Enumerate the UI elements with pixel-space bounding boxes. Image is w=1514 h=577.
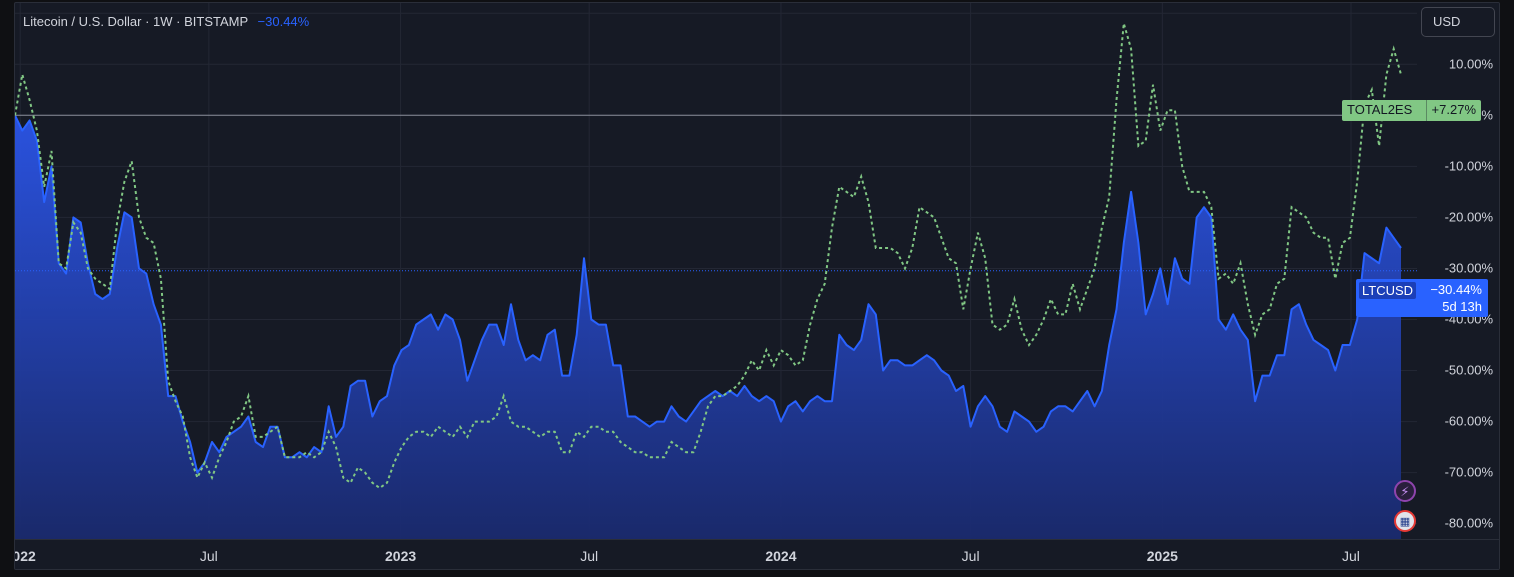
x-tick-label: 2024	[765, 548, 796, 564]
ltc-price-label: LTCUSD −30.44% 5d 13h	[1356, 279, 1488, 317]
y-tick-label: -50.00%	[1445, 363, 1494, 378]
ltc-area-fill	[15, 115, 1401, 540]
percent-change: −30.44%	[257, 14, 310, 29]
ltc-value: −30.44%	[1430, 282, 1482, 297]
x-tick-label: Jul	[1342, 548, 1360, 564]
chart-header: Litecoin / U.S. Dollar · 1W · BITSTAMP −…	[23, 14, 309, 29]
chart-frame: 20.00%10.00%0.00%-10.00%-20.00%-30.00%-4…	[14, 2, 1500, 570]
ltc-series-line	[15, 114, 1402, 474]
currency-button[interactable]: USD	[1421, 7, 1495, 37]
plot-area	[15, 23, 1417, 540]
y-tick-label: -60.00%	[1445, 414, 1494, 429]
us-flag-icon[interactable]: ▦	[1394, 510, 1416, 532]
total2-series-line	[15, 23, 1402, 490]
total2-value: +7.27%	[1425, 100, 1481, 121]
x-tick-label: 2023	[385, 548, 416, 564]
chart-canvas[interactable]: 20.00%10.00%0.00%-10.00%-20.00%-30.00%-4…	[15, 3, 1500, 570]
lightning-icon[interactable]: ⚡	[1394, 480, 1416, 502]
y-tick-label: -80.00%	[1445, 516, 1494, 531]
y-tick-label: -30.00%	[1445, 260, 1494, 275]
y-tick-label: -20.00%	[1445, 209, 1494, 224]
bar-countdown: 5d 13h	[1442, 299, 1482, 314]
x-tick-label: Jul	[580, 548, 598, 564]
y-tick-label: 10.00%	[1449, 56, 1494, 71]
x-tick-label: Jul	[962, 548, 980, 564]
x-tick-label: 2022	[15, 548, 36, 564]
x-tick-label: 2025	[1147, 548, 1178, 564]
symbol-title[interactable]: Litecoin / U.S. Dollar · 1W · BITSTAMP	[23, 14, 248, 29]
time-scale[interactable]	[15, 539, 1500, 570]
total2-symbol: TOTAL2ES	[1347, 102, 1413, 117]
total2-price-label: TOTAL2ES +7.27%	[1342, 100, 1481, 121]
ltc-symbol: LTCUSD	[1359, 282, 1417, 299]
y-tick-label: -10.00%	[1445, 158, 1494, 173]
x-tick-label: Jul	[200, 548, 218, 564]
y-tick-label: -70.00%	[1445, 465, 1494, 480]
